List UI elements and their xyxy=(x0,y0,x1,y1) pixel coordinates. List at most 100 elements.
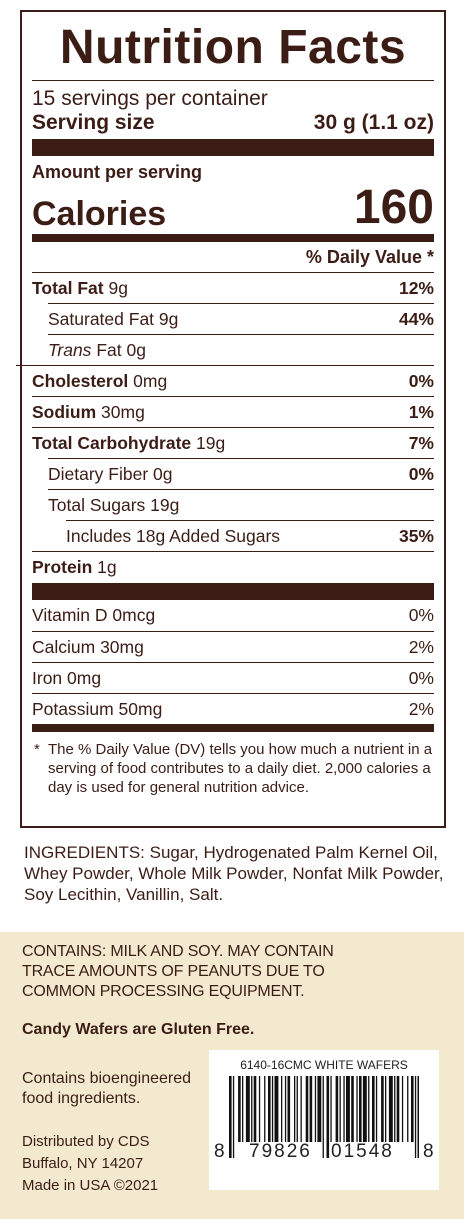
vitamin-row: Potassium 50mg 2% xyxy=(32,693,434,724)
vitamin-pct: 2% xyxy=(408,698,434,719)
nutrient-row-total-sugars: Total Sugars 19g xyxy=(48,489,434,520)
thick-divider xyxy=(32,139,434,156)
barcode-bar xyxy=(368,1076,370,1142)
nutrient-row-trans-fat: Trans Fat 0g xyxy=(48,334,434,365)
calories-label: Calories xyxy=(32,195,167,233)
nutrition-facts-title: Nutrition Facts xyxy=(59,21,407,74)
barcode-bar xyxy=(268,1076,271,1142)
nutrient-row-total-fat: Total Fat 9g 12% xyxy=(32,272,434,303)
divider xyxy=(32,80,434,81)
distributor-info: Distributed by CDS Buffalo, NY 14207 Mad… xyxy=(22,1131,158,1197)
footnote: * The % Daily Value (DV) tells you how m… xyxy=(32,740,434,797)
barcode-bar xyxy=(414,1076,417,1158)
footnote-asterisk: * xyxy=(34,741,40,758)
contains-statement: CONTAINS: MILK AND SOY. MAY CONTAIN TRAC… xyxy=(22,943,334,1000)
barcode-bar xyxy=(287,1076,291,1142)
barcode-bar xyxy=(296,1076,298,1142)
barcode-bar xyxy=(322,1076,324,1158)
allergen-panel: CONTAINS: MILK AND SOY. MAY CONTAIN TRAC… xyxy=(0,932,464,1219)
calories-value: 160 xyxy=(353,181,434,234)
barcode-bar xyxy=(229,1076,232,1158)
nutrient-pct: 0% xyxy=(408,370,434,391)
barcode-bar xyxy=(407,1076,409,1142)
barcode-bar xyxy=(359,1076,362,1142)
barcode-bar xyxy=(309,1076,313,1142)
nutrient-name: Dietary Fiber 0g xyxy=(48,463,173,484)
barcode-bar xyxy=(372,1076,375,1142)
nutrient-name: Saturated Fat 9g xyxy=(48,308,179,329)
distributor-line: Distributed by CDS xyxy=(22,1133,150,1150)
medium-divider xyxy=(32,234,434,242)
nutrient-pct: 12% xyxy=(398,277,434,298)
barcode-bar xyxy=(274,1076,279,1142)
distributor-line: Buffalo, NY 14207 xyxy=(22,1155,144,1172)
barcode: 6140-16CMC WHITE WAFERS 8 79826 01548 8 xyxy=(209,1050,439,1190)
vitamin-row: Iron 0mg 0% xyxy=(32,662,434,693)
barcode-bar xyxy=(305,1076,309,1142)
daily-value-header: % Daily Value * xyxy=(305,247,434,267)
servings-per-container: 15 servings per container xyxy=(32,87,268,110)
nutrient-name: Sodium 30mg xyxy=(32,401,145,422)
barcode-bars xyxy=(229,1076,419,1158)
barcode-bar xyxy=(339,1076,341,1142)
barcode-bar xyxy=(245,1076,250,1142)
barcode-bar xyxy=(314,1076,317,1142)
barcode-bar xyxy=(411,1076,414,1142)
nutrient-pct: 35% xyxy=(398,525,434,546)
vitamin-name: Vitamin D 0mcg xyxy=(32,605,156,625)
nutrient-name: Total Carbohydrate 19g xyxy=(32,432,226,453)
footnote-text: The % Daily Value (DV) tells you how muc… xyxy=(48,741,433,796)
barcode-bar xyxy=(294,1076,296,1142)
barcode-bar xyxy=(253,1076,257,1142)
vitamin-pct: 0% xyxy=(408,667,434,688)
barcode-bar xyxy=(300,1076,302,1142)
nutrient-name: Protein 1g xyxy=(32,556,117,577)
barcode-bar xyxy=(388,1076,393,1142)
nutrient-name: Cholesterol 0mg xyxy=(32,370,168,391)
nutrient-row-dietary-fiber: Dietary Fiber 0g 0% xyxy=(48,458,434,489)
serving-size-label: Serving size xyxy=(32,111,155,134)
barcode-bar xyxy=(356,1076,358,1142)
barcode-bar xyxy=(251,1076,253,1142)
calories-row: Calories 160 xyxy=(32,181,434,234)
barcode-bar xyxy=(396,1076,400,1142)
nutrient-row-cholesterol: Cholesterol 0mg 0% xyxy=(16,365,434,396)
vitamin-row: Vitamin D 0mcg 0% xyxy=(32,600,434,631)
barcode-bar xyxy=(326,1076,330,1158)
ingredients-text: INGREDIENTS: Sugar, Hydrogenated Palm Ke… xyxy=(24,843,444,904)
barcode-group-2: 01548 xyxy=(331,1141,394,1162)
barcode-bar xyxy=(281,1076,283,1142)
barcode-bar xyxy=(381,1076,384,1142)
serving-size-value: 30 g (1.1 oz) xyxy=(313,111,434,134)
nutrient-pct: 7% xyxy=(408,432,434,453)
barcode-bar xyxy=(242,1076,244,1142)
barcode-bar xyxy=(375,1076,378,1142)
barcode-right-digit: 8 xyxy=(423,1141,434,1162)
barcode-bar xyxy=(317,1076,322,1142)
barcode-bar xyxy=(351,1076,354,1142)
nutrient-row-saturated-fat: Saturated Fat 9g 44% xyxy=(48,303,434,334)
vitamin-pct: 2% xyxy=(408,636,434,657)
bioengineered-statement: Contains bioengineered food ingredients. xyxy=(22,1070,192,1107)
gluten-free-statement: Candy Wafers are Gluten Free. xyxy=(22,1021,255,1038)
nutrient-name: Trans Fat 0g xyxy=(48,339,146,360)
vitamin-pct: 0% xyxy=(408,605,434,625)
barcode-left-digit: 8 xyxy=(214,1141,225,1162)
nutrient-row-sodium: Sodium 30mg 1% xyxy=(32,396,434,427)
barcode-bar xyxy=(264,1076,266,1142)
nutrient-pct: 1% xyxy=(408,401,434,422)
nutrient-row-total-carbohydrate: Total Carbohydrate 19g 7% xyxy=(32,427,434,458)
distributor-line: Made in USA ©2021 xyxy=(22,1177,159,1194)
barcode-bar xyxy=(232,1076,235,1158)
barcode-bar xyxy=(385,1076,387,1142)
nutrient-pct: 0% xyxy=(408,463,434,484)
vitamin-name: Potassium 50mg xyxy=(32,698,163,719)
barcode-bar xyxy=(346,1076,350,1142)
barcode-bar xyxy=(284,1076,287,1142)
barcode-bar xyxy=(330,1076,332,1142)
barcode-bar xyxy=(238,1076,241,1142)
nutrition-facts-panel: Nutrition Facts 15 servings per containe… xyxy=(16,10,446,828)
nutrient-row-added-sugars: Includes 18g Added Sugars 35% xyxy=(66,520,434,551)
serving-size-row: Serving size 30 g (1.1 oz) xyxy=(32,110,434,136)
barcode-bar xyxy=(335,1076,339,1142)
